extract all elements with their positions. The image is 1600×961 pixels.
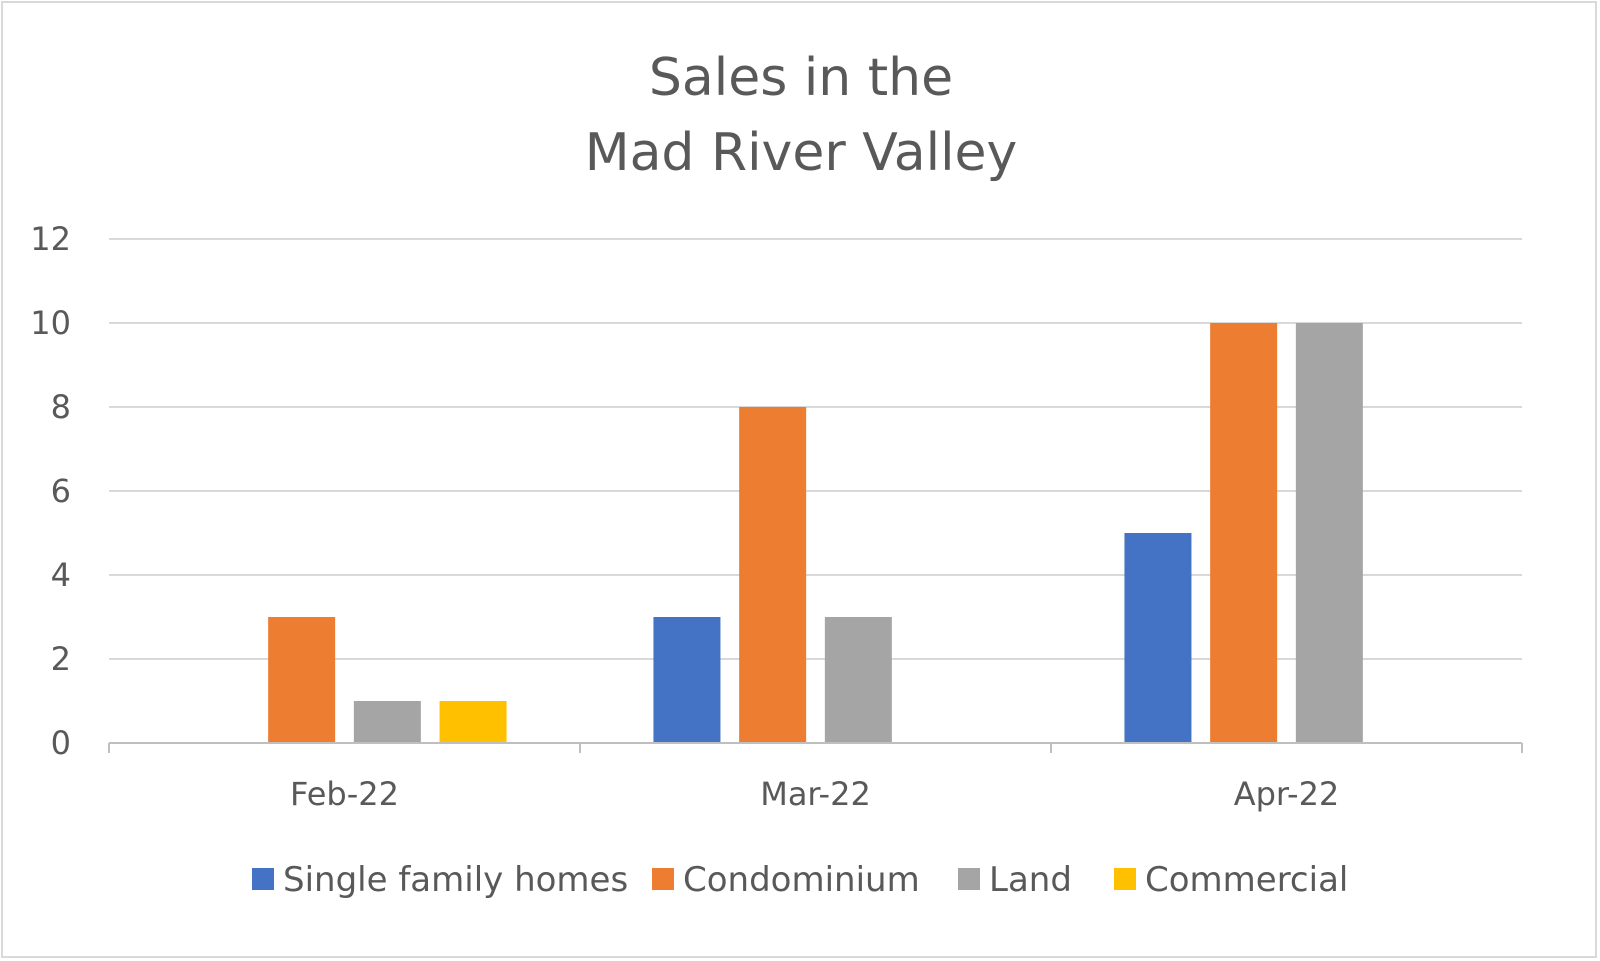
bar-single-family-homes-mar-22 <box>653 617 721 743</box>
legend-label: Single family homes <box>283 860 628 900</box>
y-tick-label: 4 <box>51 556 71 594</box>
bar-condominium-apr-22 <box>1210 323 1278 743</box>
y-tick-label: 12 <box>30 220 71 258</box>
x-category-label: Feb-22 <box>290 775 399 813</box>
legend-label: Land <box>989 860 1072 900</box>
bar-land-apr-22 <box>1295 323 1363 743</box>
bar-land-mar-22 <box>824 617 892 743</box>
gridlines <box>109 238 1522 660</box>
legend-swatch <box>252 868 274 890</box>
bar-single-family-homes-apr-22 <box>1124 533 1192 743</box>
y-tick-label: 6 <box>51 472 71 510</box>
y-axis-tick-labels: 0 2 4 6 8 10 12 <box>30 220 71 762</box>
y-tick-label: 2 <box>51 640 71 678</box>
bar-chart: Sales in the Mad River Valley 024681012 … <box>30 48 1523 900</box>
bar-condominium-mar-22 <box>739 407 807 743</box>
bar-commercial-feb-22 <box>439 701 507 743</box>
bar-condominium-feb-22 <box>268 617 336 743</box>
legend-label: Condominium <box>683 860 920 900</box>
chart-title-line-1: Sales in the <box>649 48 953 108</box>
legend-swatch <box>1114 868 1136 890</box>
chart-title-line-2: Mad River Valley <box>585 123 1018 183</box>
x-axis: Feb-22 Mar-22 Apr-22 <box>108 742 1523 813</box>
bars <box>268 323 1363 743</box>
legend-swatch <box>958 868 980 890</box>
legend-swatch <box>652 868 674 890</box>
y-tick-label: 0 <box>51 724 71 762</box>
chart-title: Sales in the Mad River Valley <box>585 48 1018 183</box>
y-tick-label: 10 <box>30 304 71 342</box>
x-category-label: Mar-22 <box>760 775 871 813</box>
legend-label: Commercial <box>1145 860 1348 900</box>
x-category-label: Apr-22 <box>1234 775 1340 813</box>
bar-land-feb-22 <box>353 701 421 743</box>
legend: Single family homes Condominium Land Commer… <box>252 860 1348 900</box>
y-tick-label: 8 <box>51 388 71 426</box>
